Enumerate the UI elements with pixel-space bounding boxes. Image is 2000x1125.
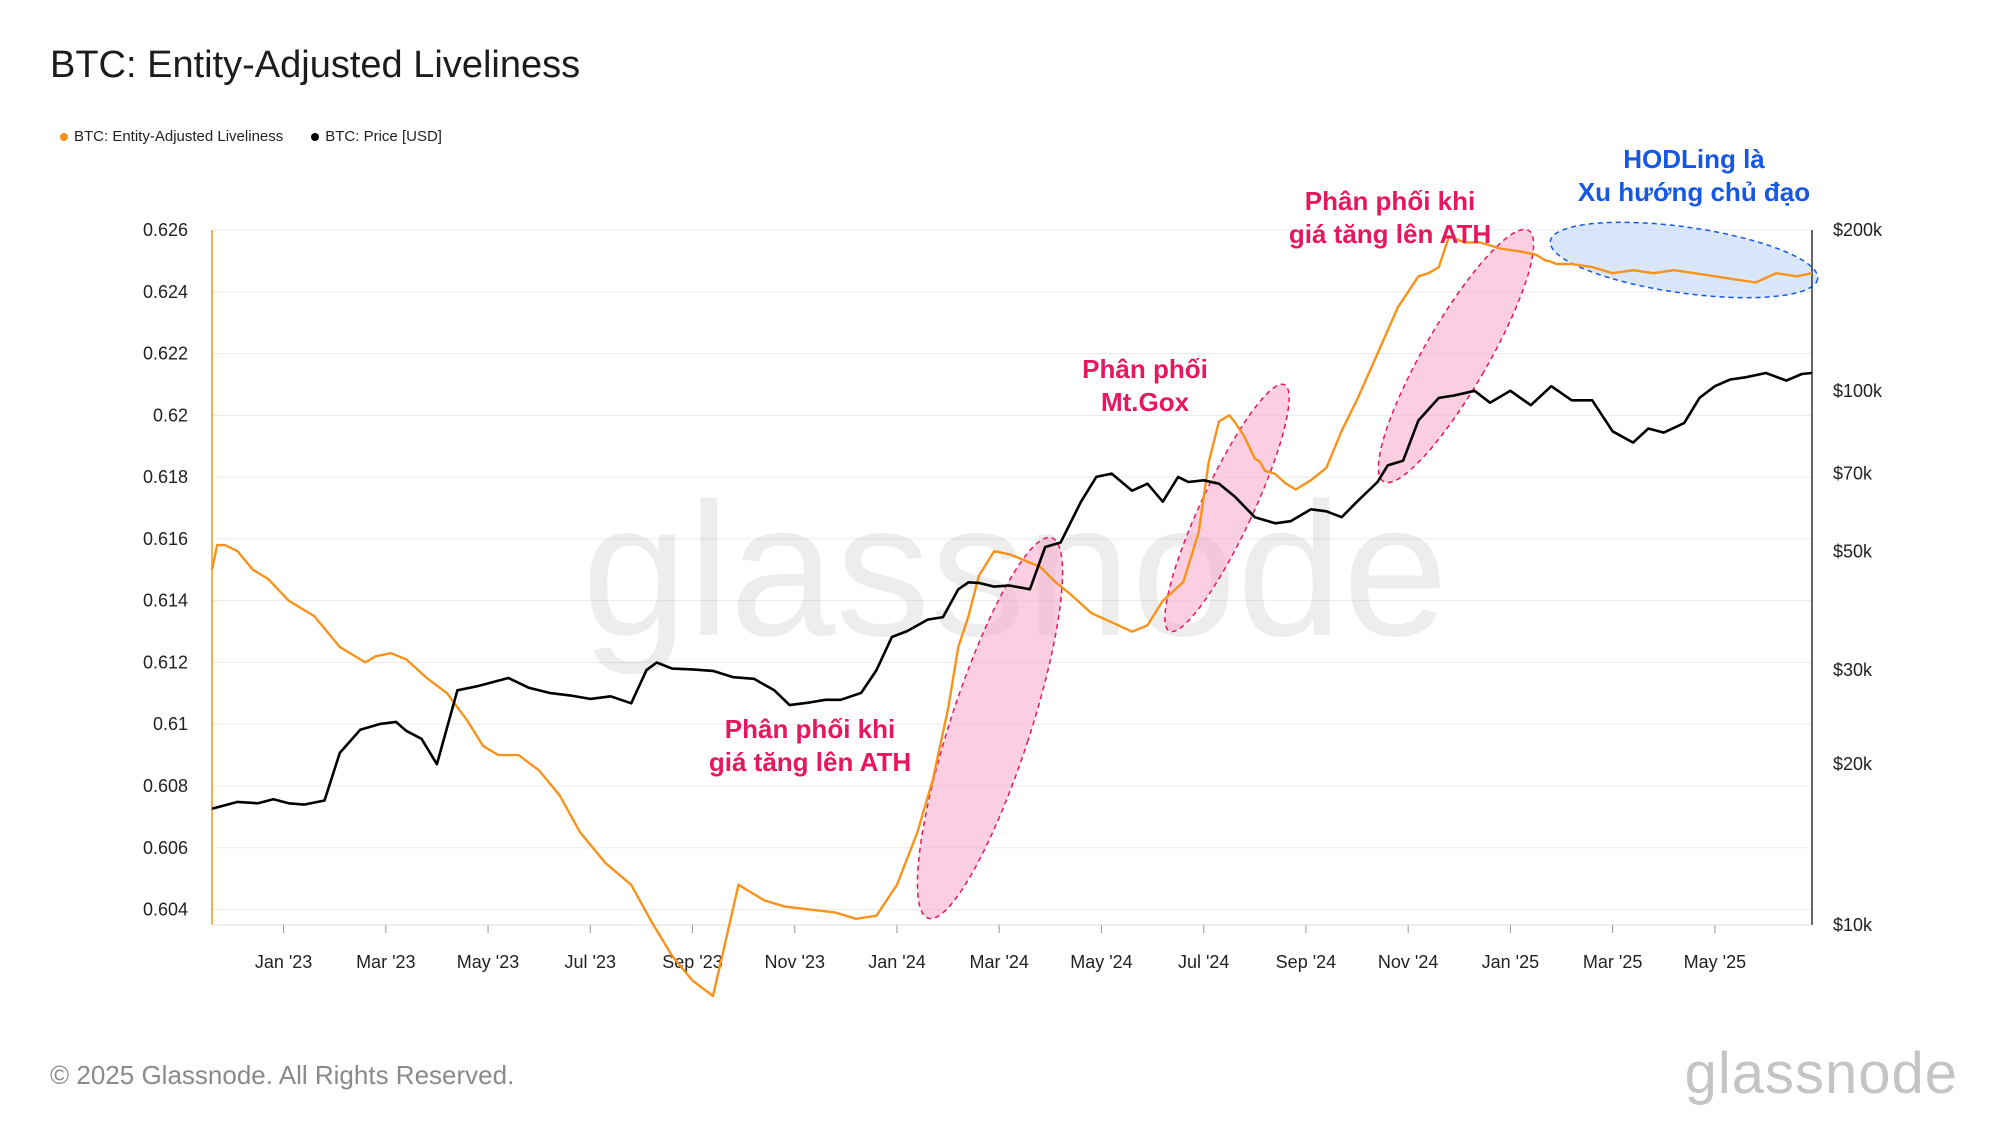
right-tick-label: $20k — [1833, 754, 1873, 774]
page-title: BTC: Entity-Adjusted Liveliness — [50, 44, 581, 86]
left-tick-label: 0.614 — [143, 591, 188, 611]
annotation-ath-2025-line: Phân phối khi — [1305, 186, 1475, 216]
left-tick-label: 0.606 — [143, 838, 188, 858]
left-tick-label: 0.624 — [143, 282, 188, 302]
left-tick-label: 0.616 — [143, 529, 188, 549]
highlight-ellipses — [916, 221, 1819, 920]
right-tick-label: $50k — [1833, 542, 1873, 562]
x-tick-label: Sep '23 — [662, 952, 723, 972]
x-tick-label: Jul '23 — [565, 952, 616, 972]
left-tick-label: 0.612 — [143, 652, 188, 672]
legend-item-price[interactable]: BTC: Price [USD] — [311, 128, 442, 145]
legend-item-liveliness[interactable]: BTC: Entity-Adjusted Liveliness — [60, 128, 283, 145]
left-tick-label: 0.62 — [153, 405, 188, 425]
x-tick-label: Nov '23 — [765, 952, 825, 972]
glassnode-logo: glassnode — [1684, 1041, 1958, 1106]
legend-dot-price — [311, 132, 320, 141]
axes: 0.604 0.606 0.608 0.61 0.612 0.614 0.616 0.618 0… — [143, 220, 1883, 972]
legend-dot-liveliness — [60, 132, 68, 141]
annotation-ath-2025-line: giá tăng lên ATH — [1289, 219, 1491, 249]
annotation-mtgox-line: Phân phối — [1082, 354, 1208, 384]
copyright-footer: © 2025 Glassnode. All Rights Reserved. — [50, 1060, 515, 1090]
ellipse-ath-2024 — [916, 536, 1064, 920]
series-lines — [210, 235, 1813, 998]
left-tick-label: 0.618 — [143, 467, 188, 487]
x-tick-label: Mar '25 — [1583, 952, 1642, 972]
ellipse-mtgox — [1164, 383, 1290, 633]
x-tick-label: Nov '24 — [1378, 952, 1438, 972]
legend-label-price: BTC: Price [USD] — [325, 128, 442, 145]
x-tick-label: Mar '23 — [356, 952, 415, 972]
price-line — [211, 371, 1813, 811]
left-tick-label: 0.61 — [153, 714, 188, 734]
legend: BTC: Entity-Adjusted Liveliness BTC: Pri… — [60, 128, 442, 145]
annotation-mtgox-line: Mt.Gox — [1101, 387, 1190, 417]
x-tick-label: Jan '25 — [1482, 952, 1539, 972]
x-tick-label: Jul '24 — [1178, 952, 1229, 972]
right-tick-label: $10k — [1833, 915, 1873, 935]
left-tick-label: 0.608 — [143, 776, 188, 796]
left-tick-label: 0.604 — [143, 900, 188, 920]
x-tick-label: May '24 — [1070, 952, 1132, 972]
ellipse-ath-2025 — [1377, 228, 1535, 484]
annotation-hodling-line: Xu hướng chủ đạo — [1578, 177, 1810, 207]
x-tick-label: May '23 — [457, 952, 519, 972]
legend-label-liveliness: BTC: Entity-Adjusted Liveliness — [74, 128, 284, 145]
ellipse-hodling — [1549, 221, 1819, 299]
right-tick-label: $70k — [1833, 464, 1873, 484]
left-tick-label: 0.622 — [143, 344, 188, 364]
x-tick-label: Jan '24 — [868, 952, 925, 972]
liveliness-line — [210, 235, 1813, 998]
annotation-ath-2024-line: giá tăng lên ATH — [709, 747, 911, 777]
right-tick-label: $200k — [1833, 220, 1883, 240]
annotation-hodling-line: HODLing là — [1623, 144, 1765, 174]
x-tick-label: Mar '24 — [969, 952, 1028, 972]
x-tick-label: Sep '24 — [1276, 952, 1337, 972]
x-tick-label: May '25 — [1684, 952, 1746, 972]
x-tick-label: Jan '23 — [255, 952, 312, 972]
left-tick-label: 0.626 — [143, 220, 188, 240]
right-tick-label: $100k — [1833, 381, 1883, 401]
annotation-ath-2024-line: Phân phối khi — [725, 714, 895, 744]
right-tick-label: $30k — [1833, 660, 1873, 680]
